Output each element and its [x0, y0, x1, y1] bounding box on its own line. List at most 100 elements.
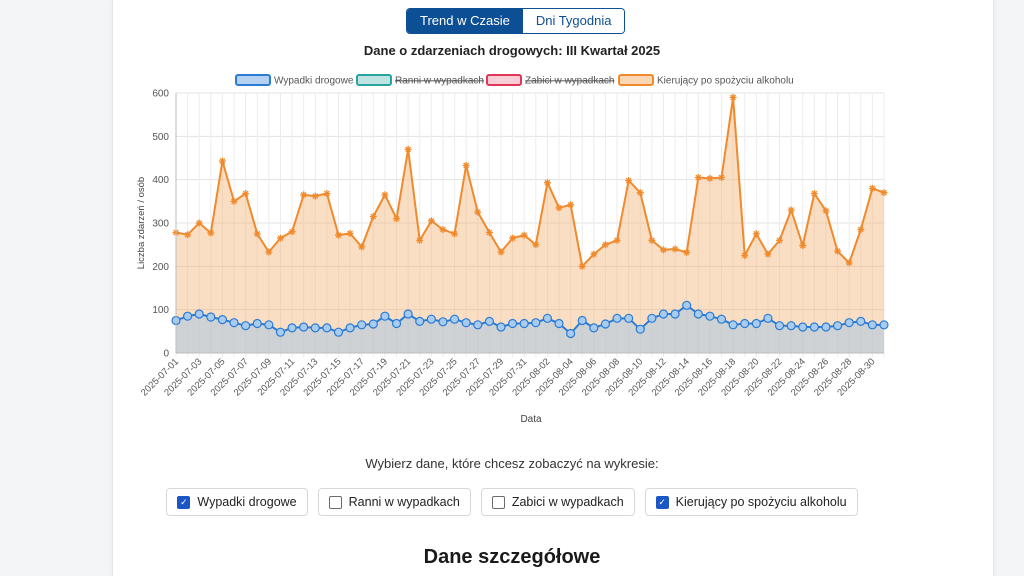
data-point: [774, 321, 785, 331]
data-point: [810, 190, 818, 198]
data-point: [648, 236, 656, 244]
data-point: [276, 234, 284, 242]
legend-label: Kierujący po spożyciu alkoholu: [657, 76, 794, 87]
data-point: [751, 318, 761, 329]
checkbox-accidents[interactable]: ✓: [177, 495, 191, 509]
data-point: [821, 322, 831, 332]
option-killed[interactable]: Zabici w wypadkach: [480, 488, 635, 516]
data-point: [265, 248, 273, 256]
data-point: [416, 236, 424, 244]
y-axis-label: Liczba zdarzeń / osób: [136, 177, 147, 269]
data-point: [438, 317, 448, 327]
data-point: [473, 320, 483, 330]
data-point: [856, 316, 866, 326]
selection-prompt: Wybierz dane, które chcesz zobaczyć na w…: [365, 456, 659, 471]
data-point: [694, 174, 702, 181]
option-drunk-drivers-label: Kierujący po spożyciu alkoholu: [675, 495, 847, 509]
data-point: [832, 321, 843, 331]
data-point: [809, 322, 819, 332]
data-point: [404, 145, 412, 153]
data-point: [484, 316, 494, 326]
data-point: [497, 248, 505, 256]
data-point: [834, 247, 842, 255]
data-point: [786, 321, 796, 331]
data-point: [566, 328, 576, 339]
data-point: [567, 201, 575, 209]
data-point: [485, 229, 493, 237]
checkbox-injured[interactable]: [328, 495, 342, 509]
data-point: [393, 215, 401, 223]
data-point: [613, 236, 621, 244]
data-point: [311, 192, 319, 200]
data-point: [716, 314, 727, 324]
view-tabs: Trend w Czasie Dni Tygodnia: [406, 8, 626, 34]
data-point: [718, 174, 726, 181]
data-point: [600, 319, 611, 329]
data-point: [403, 309, 413, 319]
option-killed-label: Zabici w wypadkach: [511, 495, 624, 509]
series-areas: [176, 97, 884, 353]
data-point: [449, 314, 460, 324]
data-point: [683, 248, 691, 256]
data-point: [183, 311, 193, 321]
data-point: [822, 207, 830, 215]
option-drunk-drivers[interactable]: ✓ Kierujący po spożyciu alkoholu: [644, 488, 858, 516]
data-point: [345, 323, 355, 333]
legend-label: Zabici w wypadkach: [525, 76, 614, 87]
checkbox-drunk-drivers[interactable]: ✓: [655, 495, 669, 509]
data-point: [578, 262, 586, 270]
data-point: [310, 323, 320, 333]
series-selector: ✓ Wypadki drogowe Ranni w wypadkach Zabi…: [0, 488, 1024, 516]
legend-swatch: [618, 74, 654, 86]
data-point: [693, 309, 703, 319]
data-point: [194, 309, 204, 319]
data-point: [554, 318, 564, 329]
series-markers: [171, 93, 889, 339]
data-point: [706, 174, 714, 182]
tab-weekdays[interactable]: Dni Tygodnia: [522, 9, 625, 33]
data-point: [705, 311, 715, 321]
data-point: [229, 318, 239, 328]
data-point: [507, 318, 518, 329]
data-point: [659, 246, 667, 254]
data-point: [868, 184, 876, 192]
data-point: [287, 323, 297, 333]
option-accidents[interactable]: ✓ Wypadki drogowe: [166, 488, 308, 516]
option-injured[interactable]: Ranni w wypadkach: [317, 488, 471, 516]
data-point: [288, 228, 296, 236]
data-point: [391, 318, 402, 329]
data-point: [275, 327, 286, 337]
data-point: [241, 321, 251, 331]
data-point: [496, 322, 506, 332]
option-injured-label: Ranni w wypadkach: [348, 495, 460, 509]
option-accidents-label: Wypadki drogowe: [197, 495, 297, 509]
data-point: [184, 231, 192, 239]
tab-trend[interactable]: Trend w Czasie: [407, 9, 523, 33]
legend-label: Wypadki drogowe: [274, 76, 354, 87]
data-point: [230, 197, 238, 205]
data-point: [590, 250, 598, 258]
data-point: [380, 311, 390, 321]
data-point: [543, 179, 551, 187]
data-point: [612, 313, 622, 323]
data-point: [322, 323, 332, 333]
details-heading: Dane szczegółowe: [423, 546, 601, 568]
data-point: [217, 315, 228, 325]
data-point: [787, 206, 795, 214]
data-point: [601, 241, 609, 249]
data-point: [509, 234, 517, 242]
data-point: [625, 177, 633, 185]
data-point: [299, 322, 309, 332]
legend-swatch: [235, 74, 271, 86]
data-point: [752, 230, 760, 238]
checkbox-killed[interactable]: [491, 495, 505, 509]
data-point: [415, 316, 425, 326]
data-point: [333, 327, 344, 337]
data-point: [253, 230, 261, 238]
data-point: [589, 323, 599, 333]
series-area: [176, 97, 884, 353]
data-point: [474, 208, 482, 216]
data-point: [624, 313, 634, 323]
data-point: [635, 324, 645, 334]
data-point: [867, 320, 877, 330]
